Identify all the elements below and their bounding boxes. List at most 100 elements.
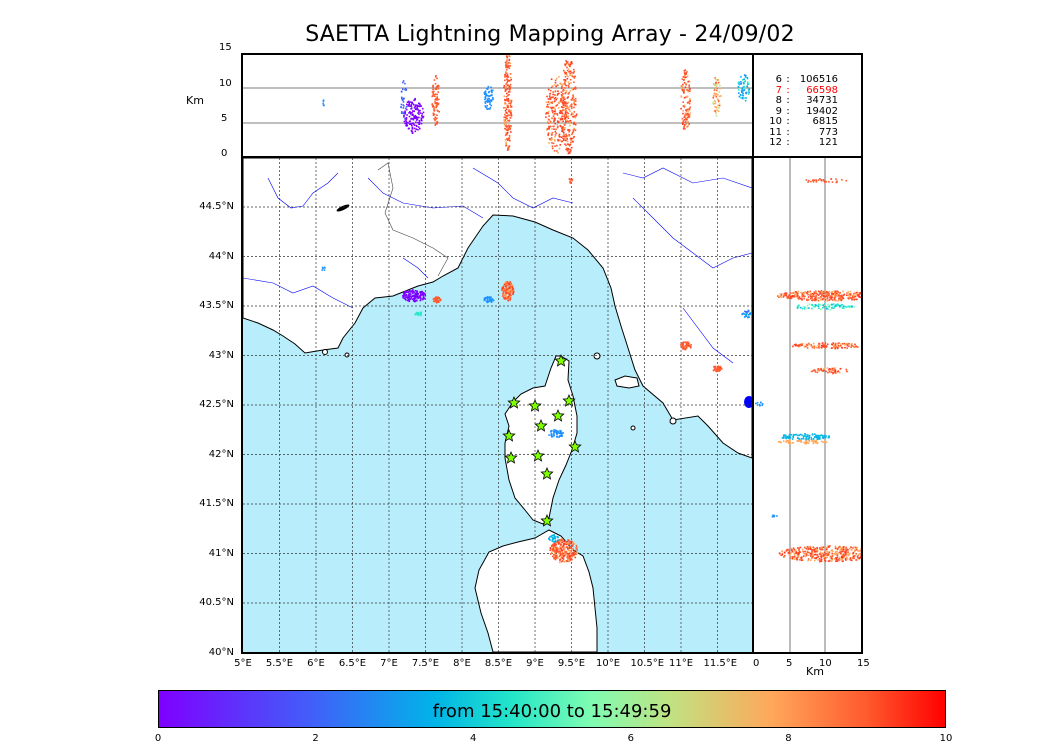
side-source-point [831,558,834,561]
latitude-tick-label: 41.5°N [199,498,234,509]
altitude-source-point [410,129,413,132]
lightning-source-point [687,344,689,347]
lightning-source-point [435,296,437,299]
altitude-source-point [505,71,507,73]
side-source-point [816,549,819,552]
altitude-source-point [485,87,488,90]
side-source-point [833,344,835,346]
side-source-point [815,295,817,297]
side-source-point [829,560,831,562]
side-source-point [833,367,836,369]
lightning-source-point [414,290,417,292]
altitude-source-point [420,118,423,121]
altitude-source-point [504,116,507,119]
side-source-point [829,305,831,307]
lightning-source-point [568,555,571,558]
longitude-tick-label: 6.5°E [338,658,367,669]
altitude-source-point [687,113,690,116]
lightning-source-point [560,560,563,563]
lightning-source-point [406,296,408,299]
altitude-source-point [571,112,573,115]
lightning-source-point [559,551,561,554]
lightning-source-point [412,292,414,295]
altitude-source-point [505,66,507,69]
side-source-point [802,306,805,308]
lightning-source-point [566,542,568,544]
side-source-point [834,552,837,555]
altitude-source-point [745,91,747,94]
longitude-tick-label: 11°E [668,658,694,669]
side-source-point [831,550,834,552]
altitude-source-point [565,148,567,151]
altitude-source-point [739,96,742,99]
altitude-source-point [505,95,508,98]
altitude-source-point [740,76,742,78]
altitude-source-point [434,123,437,125]
side-source-point [806,551,809,553]
altitude-source-point [681,85,684,88]
side-source-point [839,292,841,294]
altitude-source-point [553,117,556,120]
side-source-point [804,295,806,298]
altitude-source-point [420,105,422,107]
side-source-point [802,295,805,297]
side-source-point [834,294,837,296]
side-source-point [813,369,815,372]
side-source-point [760,401,762,404]
side-source-point [849,290,852,293]
altitude-source-point [570,107,573,110]
side-source-point [792,434,795,436]
side-source-point [850,343,853,345]
altitude-source-point [555,98,557,101]
side-tick-5: 5 [786,658,793,669]
side-source-point [818,434,820,437]
altitude-source-point [510,131,512,133]
side-source-point [821,307,824,309]
side-source-point [803,297,805,300]
side-source-point [831,555,833,557]
side-source-point [848,343,850,345]
lightning-source-point [681,345,684,348]
altitude-source-point [485,93,488,95]
side-source-point [834,291,836,293]
altitude-source-point [411,111,413,114]
altitude-source-point [417,112,419,114]
separator: : [786,95,790,106]
side-source-point [807,298,809,300]
side-source-point [846,343,849,346]
side-source-point [828,181,830,183]
side-source-point [808,436,810,438]
altitude-source-point [404,110,406,112]
side-source-point [798,344,801,347]
altitude-source-point [720,95,722,97]
lightning-source-point [574,556,577,559]
altitude-source-point [556,124,559,126]
altitude-source-point [567,101,570,104]
altitude-source-point [437,91,439,93]
side-source-point [801,559,804,561]
lightning-source-point [505,285,507,288]
altitude-source-point [508,87,511,89]
side-source-point [808,179,810,182]
altitude-source-point [549,120,552,123]
altitude-source-point [560,106,563,108]
altitude-source-point [491,94,493,96]
side-source-point [834,371,836,374]
side-source-point [782,440,785,442]
side-source-point [811,345,813,348]
lightning-source-point [574,553,576,556]
lightning-source-point [414,297,417,300]
lightning-source-point [570,544,573,547]
altitude-source-point [686,112,688,115]
lightning-source-point [558,552,560,555]
side-source-point [838,297,840,300]
altitude-source-point [408,103,411,105]
side-source-point [830,549,833,552]
altitude-source-point [409,113,412,115]
altitude-source-point [559,83,562,85]
side-source-point [841,307,844,309]
altitude-source-point [504,139,507,141]
lightning-source-point [422,295,424,297]
side-source-point [857,550,860,552]
lightning-source-point [509,299,511,301]
